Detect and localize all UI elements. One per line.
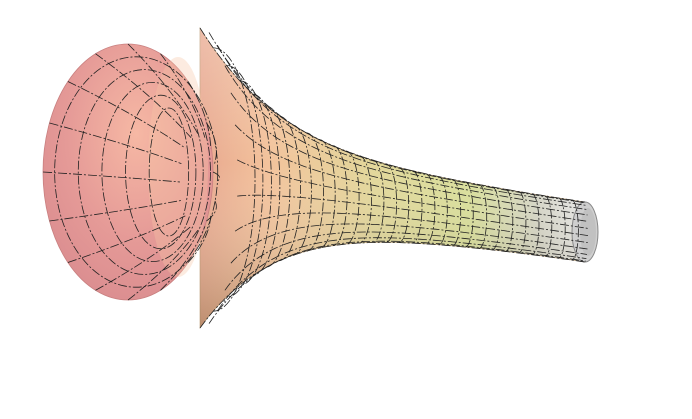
mesh-ring-line — [253, 93, 281, 276]
mesh-axial-line — [217, 237, 587, 312]
mesh-ring-line — [492, 186, 501, 251]
mesh-ring-line — [266, 105, 291, 268]
mesh-bell-ring — [125, 94, 197, 250]
mesh-ring-line — [306, 132, 324, 252]
mesh-ring-line — [518, 191, 527, 254]
mesh-axial-line — [230, 92, 588, 216]
mesh-bell-spoke — [95, 53, 192, 138]
mesh-axial-line — [199, 241, 586, 329]
mesh-bell-spoke — [49, 122, 182, 164]
mesh-bell-ring — [101, 82, 204, 262]
mesh-bell-spoke — [67, 215, 186, 263]
mesh-bell-ring — [54, 56, 219, 288]
mesh-layer — [42, 27, 589, 329]
mesh-axial-line — [237, 159, 589, 229]
mesh-bell-spoke — [42, 171, 181, 183]
mesh-axial-line — [224, 65, 588, 210]
mesh-ring-line — [545, 195, 553, 257]
mesh-bell-spoke — [127, 229, 199, 301]
mesh-ring-line — [438, 176, 448, 246]
mesh-axial-line — [237, 194, 589, 236]
tail-opening-inner — [580, 208, 596, 256]
mesh-ring-line — [425, 173, 436, 245]
mesh-bell-spoke — [212, 171, 220, 183]
mesh-bell-ring — [77, 69, 211, 275]
mesh-axial-line — [230, 223, 588, 264]
mesh-bell-spoke — [206, 122, 217, 164]
mesh-bell-spoke — [67, 81, 186, 149]
mesh-ring-line — [398, 167, 410, 243]
mesh-bell-spoke — [95, 225, 192, 291]
mesh-axial-line — [234, 212, 588, 243]
mesh-ring-line — [385, 163, 398, 243]
mesh-ring-line — [359, 155, 372, 244]
bell-highlight — [148, 57, 208, 277]
horn-body-shading — [200, 28, 585, 328]
mesh-ring-line — [571, 199, 579, 261]
mesh-bell-spoke — [206, 200, 217, 222]
mesh-bell-spoke — [127, 43, 199, 135]
mesh-bell-ring — [148, 107, 190, 237]
mesh-ring-line — [412, 170, 423, 244]
mesh-axial-line — [199, 27, 586, 203]
mesh-ring-line — [505, 188, 514, 252]
mesh-ring-line — [319, 139, 336, 249]
mesh-ring-line — [292, 124, 312, 256]
mesh-axial-line — [234, 124, 588, 222]
mesh-ring-line — [345, 150, 360, 245]
mesh-bell-spoke — [187, 81, 212, 149]
mesh-ring-line — [332, 145, 348, 247]
mesh-ring-line — [478, 184, 488, 249]
mesh-bell-spoke — [49, 200, 182, 222]
mesh-ring-line — [239, 80, 272, 286]
mesh-ring-line — [372, 159, 385, 243]
mesh-ring-line — [558, 197, 566, 259]
mesh-ring-line — [452, 179, 462, 247]
mesh-ring-line — [465, 181, 474, 248]
mesh-bell-spoke — [187, 215, 212, 263]
mesh-bell-spoke — [160, 53, 206, 138]
mesh-bell-spoke — [160, 226, 206, 291]
mesh-ring-line — [531, 193, 540, 256]
mesh-ring-line — [279, 115, 301, 261]
